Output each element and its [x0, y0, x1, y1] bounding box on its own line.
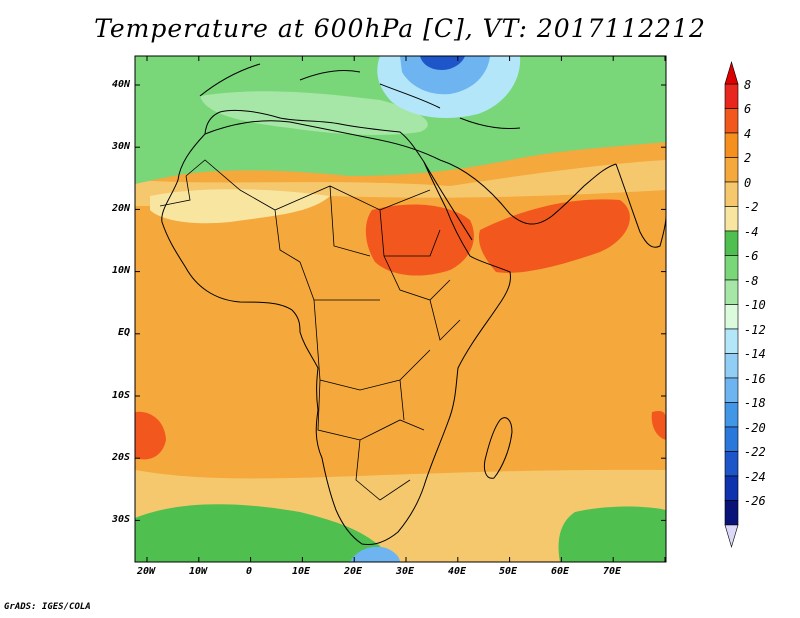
- cold-region-mid: [400, 56, 490, 95]
- hot-region-indian: [651, 410, 666, 440]
- colorbar-label: -8: [744, 274, 759, 288]
- lat-label-40n: 40N: [111, 79, 130, 90]
- colorbar-swatch: [724, 426, 739, 452]
- lon-label-0: 0: [245, 566, 253, 577]
- lon-label-70e: 70E: [602, 566, 622, 577]
- colorbar-swatch: [724, 328, 739, 354]
- colorbar-label: 8: [744, 78, 752, 92]
- colorbar-label: -14: [744, 347, 766, 361]
- colorbar-label: -20: [744, 421, 766, 435]
- colorbar-label: -24: [744, 470, 766, 484]
- colorbar-top-arrow: [724, 60, 739, 85]
- border-lines: [159, 159, 461, 501]
- colorbar-swatch: [724, 451, 739, 477]
- lat-label-20s: 20S: [111, 452, 130, 463]
- colorbar-label: -18: [744, 396, 766, 410]
- colorbar-label: -6: [744, 249, 759, 263]
- colorbar-swatch: [724, 475, 739, 501]
- india-coastline: [615, 163, 666, 248]
- green-light-region-north: [200, 91, 428, 135]
- pale-region: [150, 189, 330, 224]
- lat-label-30s: 30S: [111, 514, 130, 525]
- lat-label-eq: EQ: [117, 327, 130, 338]
- colorbar-label: 4: [744, 127, 752, 141]
- temperature-fill: [135, 56, 666, 562]
- lon-label-40e: 40E: [447, 566, 467, 577]
- africa-coastline: [161, 109, 511, 545]
- colorbar-label: 0: [744, 176, 752, 190]
- lat-label-10n: 10N: [111, 265, 130, 276]
- colorbar-swatch: [724, 279, 739, 305]
- colorbar-swatch: [724, 230, 739, 256]
- colorbar-swatch: [724, 304, 739, 330]
- lat-label-20n: 20N: [111, 203, 130, 214]
- cold-region-south: [350, 546, 400, 562]
- lon-label-30e: 30E: [395, 566, 415, 577]
- lon-label-50e: 50E: [498, 566, 518, 577]
- lon-label-60e: 60E: [550, 566, 570, 577]
- colorbar-swatch: [724, 402, 739, 428]
- madagascar-coastline: [483, 417, 513, 479]
- colorbar: [724, 60, 739, 549]
- colorbar-swatch: [724, 108, 739, 134]
- hot-region-sudan: [365, 204, 474, 276]
- credit-text: GrADS: IGES/COLA: [4, 602, 91, 612]
- colorbar-label: -2: [744, 200, 759, 214]
- country-borders: [159, 159, 461, 501]
- colorbar-swatch: [724, 353, 739, 379]
- red-sea-coast: [423, 161, 473, 241]
- map-title: Temperature at 600hPa [C], VT: 201711221…: [94, 14, 706, 43]
- lat-label-30n: 30N: [111, 141, 130, 152]
- colorbar-swatch: [724, 83, 739, 109]
- colorbar-label: -22: [744, 445, 766, 459]
- lon-label-20w: 20W: [136, 566, 156, 577]
- colorbar-swatch: [724, 377, 739, 403]
- coastlines: [161, 63, 666, 545]
- hot-region-arabia: [478, 199, 630, 273]
- colorbar-swatch: [724, 132, 739, 158]
- colorbar-label: 6: [744, 102, 752, 116]
- mediterranean-coast: [204, 120, 441, 161]
- map-frame: [134, 55, 667, 563]
- colorbar-bottom-arrow: [724, 524, 739, 549]
- green-region-south: [135, 504, 390, 562]
- colorbar-swatch: [724, 255, 739, 281]
- colorbar-swatch: [724, 181, 739, 207]
- colorbar-label: -10: [744, 298, 766, 312]
- lon-label-10e: 10E: [291, 566, 311, 577]
- europe-coast: [199, 63, 521, 129]
- colorbar-label: -4: [744, 225, 759, 239]
- lon-label-20e: 20E: [343, 566, 363, 577]
- colorbar-label: -12: [744, 323, 766, 337]
- colorbar-swatch: [724, 157, 739, 183]
- colorbar-swatch: [724, 500, 739, 526]
- hot-region-atlantic: [135, 411, 166, 460]
- axis-ticks: [135, 56, 666, 562]
- lon-label-10w: 10W: [188, 566, 208, 577]
- green-region-southeast: [558, 506, 666, 562]
- lat-label-10s: 10S: [111, 390, 130, 401]
- colorbar-label: 2: [744, 151, 752, 165]
- colorbar-label: -26: [744, 494, 766, 508]
- arabia-coastline: [439, 159, 617, 225]
- cold-region-dark: [420, 56, 465, 70]
- colorbar-label: -16: [744, 372, 766, 386]
- colorbar-swatch: [724, 206, 739, 232]
